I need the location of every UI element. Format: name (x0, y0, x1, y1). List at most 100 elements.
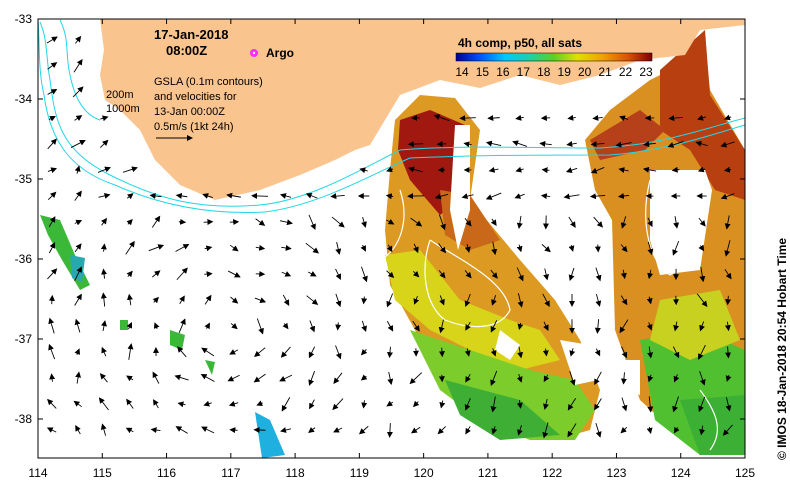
velocity-arrow (74, 318, 81, 333)
velocity-arrow (464, 270, 472, 279)
velocity-arrow (386, 400, 394, 407)
velocity-arrow (204, 294, 212, 305)
velocity-arrow (725, 346, 732, 359)
velocity-arrow (98, 192, 111, 199)
x-tick-label: 119 (350, 466, 369, 480)
velocity-arrow (698, 344, 706, 360)
y-tick-label: -34 (15, 92, 33, 106)
velocity-arrow (673, 321, 680, 332)
velocity-arrow (387, 371, 394, 386)
velocity-arrow (593, 216, 603, 228)
velocity-arrow (122, 166, 138, 173)
velocity-arrow (725, 295, 732, 306)
velocity-arrow (151, 270, 161, 278)
isobath-200-label: 200m (106, 89, 134, 101)
x-tick-label: 120 (414, 466, 434, 480)
velocity-arrow (464, 218, 472, 227)
velocity-arrow (280, 427, 292, 433)
velocity-arrow (153, 399, 159, 409)
y-axis: -33 -34 -35 -36 -37 -38 (15, 12, 745, 426)
velocity-arrow (175, 192, 188, 199)
velocity-arrow (409, 372, 423, 385)
velocity-arrow (567, 423, 577, 438)
velocity-arrow (254, 297, 267, 303)
land-australia (100, 19, 745, 200)
velocity-arrow (589, 193, 606, 200)
velocity-arrow (567, 114, 576, 121)
velocity-arrow (358, 425, 369, 435)
x-tick-label: 118 (286, 466, 305, 480)
x-tick-label: 114 (28, 466, 47, 480)
velocity-arrow (47, 62, 58, 70)
x-tick-label: 121 (478, 466, 498, 480)
plot-frame (37, 18, 746, 459)
velocity-arrow (48, 343, 56, 360)
velocity-arrow (127, 343, 134, 360)
velocity-arrow (615, 141, 632, 148)
velocity-arrow (699, 371, 706, 386)
velocity-arrow (361, 217, 367, 228)
velocity-arrow (491, 241, 498, 256)
velocity-arrow (47, 191, 57, 200)
velocity-arrow (308, 214, 316, 231)
velocity-arrow (672, 346, 680, 359)
velocity-arrow (153, 322, 160, 330)
velocity-arrow (490, 348, 497, 357)
velocity-arrow (698, 217, 706, 227)
velocity-arrow (74, 115, 83, 121)
velocity-arrow (361, 296, 368, 305)
velocity-arrow (724, 269, 732, 280)
velocity-arrow (48, 115, 56, 122)
velocity-arrow (595, 293, 602, 307)
velocity-arrow (671, 166, 680, 173)
velocity-arrow (74, 266, 82, 281)
velocity-arrow (438, 214, 446, 231)
velocity-arrow (309, 320, 316, 333)
velocity-arrow (618, 167, 629, 174)
velocity-arrow (74, 190, 82, 201)
x-axis: 114 115 116 117 118 119 120 121 122 123 124 125 (28, 19, 755, 480)
velocity-arrow (620, 426, 628, 434)
argo-marker (250, 49, 258, 57)
velocity-arrow (569, 348, 576, 357)
velocity-arrow (543, 374, 550, 383)
velocity-arrow (463, 141, 472, 148)
velocity-arrow (203, 400, 212, 407)
velocity-arrow (204, 271, 213, 278)
velocity-arrow (569, 371, 576, 386)
velocity-arrow (488, 166, 499, 173)
velocity-arrow (228, 400, 239, 407)
velocity-arrow (126, 398, 134, 409)
velocity-arrow (386, 423, 393, 438)
velocity-arrow (490, 269, 498, 279)
velocity-arrow (178, 218, 187, 225)
velocity-arrow (592, 114, 603, 121)
velocity-arrow (48, 317, 55, 334)
velocity-arrow (642, 166, 657, 173)
velocity-arrow (439, 400, 446, 409)
velocity-arrow (281, 271, 292, 277)
velocity-arrow (563, 193, 580, 200)
y-tick-label: -37 (15, 332, 33, 346)
velocity-arrow (99, 139, 109, 148)
x-tick-label: 117 (221, 466, 240, 480)
velocity-arrow (386, 293, 394, 308)
velocity-arrow (305, 242, 320, 254)
velocity-arrow (331, 216, 345, 228)
velocity-arrow (695, 140, 708, 147)
velocity-arrow (517, 425, 523, 436)
colorbar-tick-label: 14 (455, 65, 469, 79)
velocity-arrow (200, 373, 215, 382)
velocity-arrow (567, 398, 577, 411)
colorbar-tick-label: 23 (639, 65, 653, 79)
velocity-arrow (699, 425, 706, 436)
velocity-arrow (254, 347, 266, 357)
velocity-arrow (204, 245, 213, 252)
velocity-arrow (543, 321, 549, 332)
velocity-arrow (621, 397, 628, 412)
velocity-arrow (433, 114, 450, 122)
velocity-arrow (619, 115, 629, 122)
velocity-arrow (542, 348, 549, 357)
velocity-arrow (490, 370, 498, 387)
